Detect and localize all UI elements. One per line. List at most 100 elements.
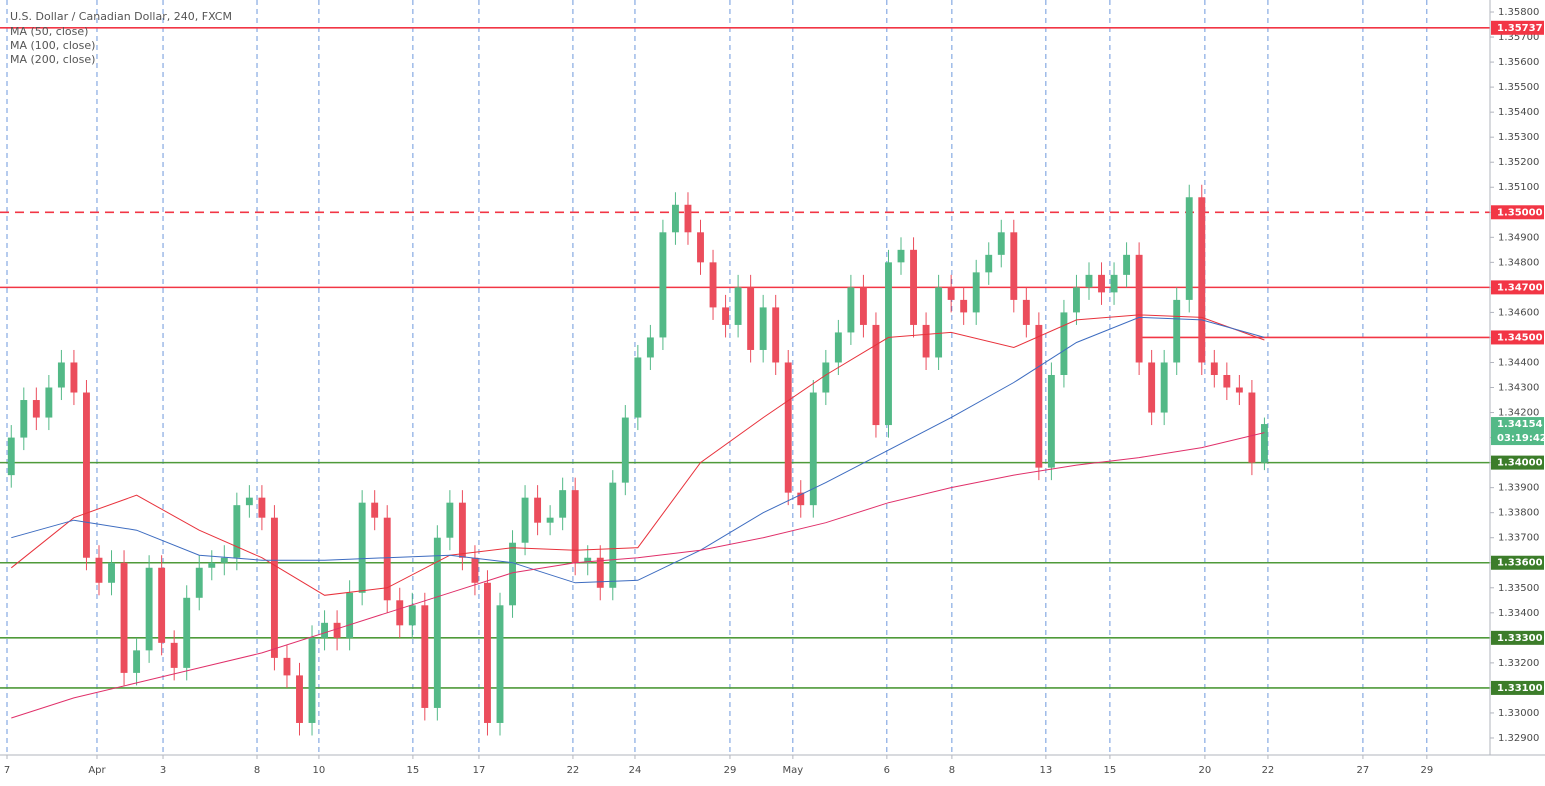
- x-tick-label: 8: [254, 765, 260, 776]
- candle-body: [195, 567, 203, 598]
- plot: [7, 184, 1268, 736]
- candle-body: [559, 490, 567, 518]
- candle-body: [584, 557, 592, 563]
- candle-body: [1085, 274, 1093, 288]
- candle-body: [446, 502, 454, 538]
- level-label-bg: [1491, 20, 1544, 35]
- y-tick-label: 1.35500: [1498, 82, 1539, 93]
- candle-body: [20, 400, 28, 438]
- candle-body: [722, 307, 730, 325]
- level-label-bg: [1491, 680, 1544, 695]
- candle-body: [421, 605, 429, 708]
- moving-average: [11, 432, 1265, 719]
- candle-body: [1123, 254, 1131, 275]
- y-tick-label: 1.33800: [1498, 508, 1539, 519]
- candle-body: [972, 272, 980, 313]
- y-tick-label: 1.35300: [1498, 132, 1539, 143]
- x-tick-label: 8: [949, 765, 955, 776]
- level-label: 1.33600: [1497, 558, 1543, 569]
- y-tick-label: 1.33200: [1498, 658, 1539, 669]
- candle-body: [747, 287, 755, 350]
- candle-body: [784, 362, 792, 493]
- y-tick-label: 1.34300: [1498, 383, 1539, 394]
- candle-body: [847, 287, 855, 333]
- candle-body: [509, 542, 516, 606]
- y-tick-label: 1.35800: [1498, 7, 1539, 18]
- candle-body: [621, 417, 629, 483]
- candle-body: [671, 204, 679, 233]
- x-tick-label: 22: [567, 765, 580, 776]
- candle-body: [233, 505, 241, 558]
- x-tick-label: 24: [629, 765, 642, 776]
- candle-body: [220, 557, 228, 563]
- candle-body: [521, 497, 529, 543]
- y-tick-label: 1.34600: [1498, 307, 1539, 318]
- candle-body: [1035, 324, 1043, 468]
- level-label: 1.35737: [1497, 23, 1543, 34]
- candle-body: [45, 387, 53, 418]
- candle-body: [822, 362, 830, 393]
- y-tick-label: 1.34200: [1498, 408, 1539, 419]
- candle-body: [1135, 254, 1143, 363]
- candle-body: [496, 605, 504, 723]
- level-label: 1.34500: [1497, 332, 1543, 343]
- y-tick-label: 1.33900: [1498, 483, 1539, 494]
- candle-body: [396, 600, 404, 626]
- candle-body: [433, 537, 441, 708]
- candle-body: [1160, 362, 1168, 413]
- candle-body: [734, 287, 742, 325]
- candle-body: [1210, 362, 1218, 375]
- grid: [0, 0, 1490, 755]
- candle-body: [183, 597, 191, 668]
- candle-body: [772, 307, 780, 363]
- candle-body: [659, 232, 667, 338]
- level-label-bg: [1491, 330, 1544, 345]
- candle-body: [809, 392, 817, 506]
- candle-body: [960, 299, 968, 313]
- y-tick-label: 1.34400: [1498, 357, 1539, 368]
- candle-body: [1185, 197, 1193, 300]
- candle-body: [7, 437, 15, 476]
- legend-entry: MA (200, close): [10, 53, 95, 66]
- y-tick-label: 1.35700: [1498, 32, 1539, 43]
- candle-body: [484, 582, 491, 723]
- x-tick-label: 13: [1040, 765, 1053, 776]
- level-label-bg: [1491, 205, 1544, 220]
- candle-body: [1047, 374, 1055, 468]
- candle-body: [32, 400, 40, 418]
- candle-body: [596, 557, 604, 588]
- level-label: 1.34000: [1497, 458, 1543, 469]
- candle-body: [1235, 387, 1243, 393]
- candle-body: [947, 287, 955, 300]
- candle-body: [922, 324, 930, 358]
- candle-body: [57, 362, 65, 388]
- x-tick-label: Apr: [88, 765, 106, 776]
- candle-body: [371, 502, 379, 518]
- y-tick-label: 1.33000: [1498, 708, 1539, 719]
- candle-body: [471, 557, 479, 583]
- candle-body: [1223, 374, 1231, 388]
- legend-entry: MA (100, close): [10, 39, 95, 52]
- candle-body: [1098, 274, 1105, 293]
- last-price-label: 1.34154: [1497, 419, 1543, 430]
- level-label: 1.34700: [1497, 282, 1543, 293]
- candle-body: [609, 482, 617, 588]
- candle-body: [997, 232, 1005, 255]
- x-tick-label: 3: [160, 765, 166, 776]
- candle-body: [1198, 197, 1206, 363]
- candle-body: [346, 592, 354, 638]
- level-label-bg: [1491, 555, 1544, 570]
- level-label: 1.33100: [1497, 683, 1543, 694]
- candle-body: [1148, 362, 1156, 413]
- candle-body: [258, 497, 266, 518]
- candle-body: [245, 497, 253, 506]
- x-tick-label: 6: [884, 765, 890, 776]
- y-tick-label: 1.33700: [1498, 533, 1539, 544]
- last-price-bg: [1491, 417, 1544, 446]
- candle-body: [897, 249, 905, 263]
- y-tick-label: 1.33400: [1498, 608, 1539, 619]
- candle-body: [270, 517, 278, 658]
- candle-body: [985, 254, 993, 273]
